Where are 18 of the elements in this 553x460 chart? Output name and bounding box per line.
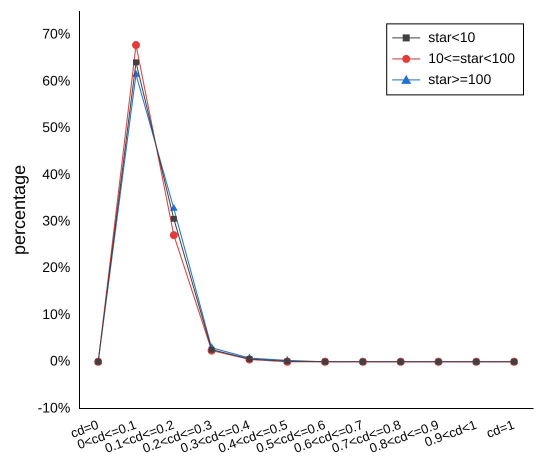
y-tick-label: 0% <box>50 352 70 369</box>
y-tick-label: 40% <box>42 166 70 182</box>
x-tick-label: cd=1 <box>484 416 516 441</box>
y-tick-label: 50% <box>42 119 70 136</box>
y-tick-label: -10% <box>38 399 70 416</box>
legend-label: star<10 <box>428 28 476 45</box>
y-tick-label: 10% <box>42 306 70 322</box>
point <box>132 41 140 50</box>
y-tick-label: 70% <box>42 26 70 42</box>
y-tick-label: 30% <box>42 212 70 228</box>
point <box>133 59 139 66</box>
y-axis-title: percentage <box>8 164 29 255</box>
y-tick-label: 60% <box>42 72 70 88</box>
point <box>170 231 178 240</box>
y-tick-label: 20% <box>42 259 70 276</box>
legend-label: 10<=star<100 <box>428 50 516 66</box>
legend-label: star>=100 <box>428 70 492 87</box>
point <box>170 216 177 222</box>
